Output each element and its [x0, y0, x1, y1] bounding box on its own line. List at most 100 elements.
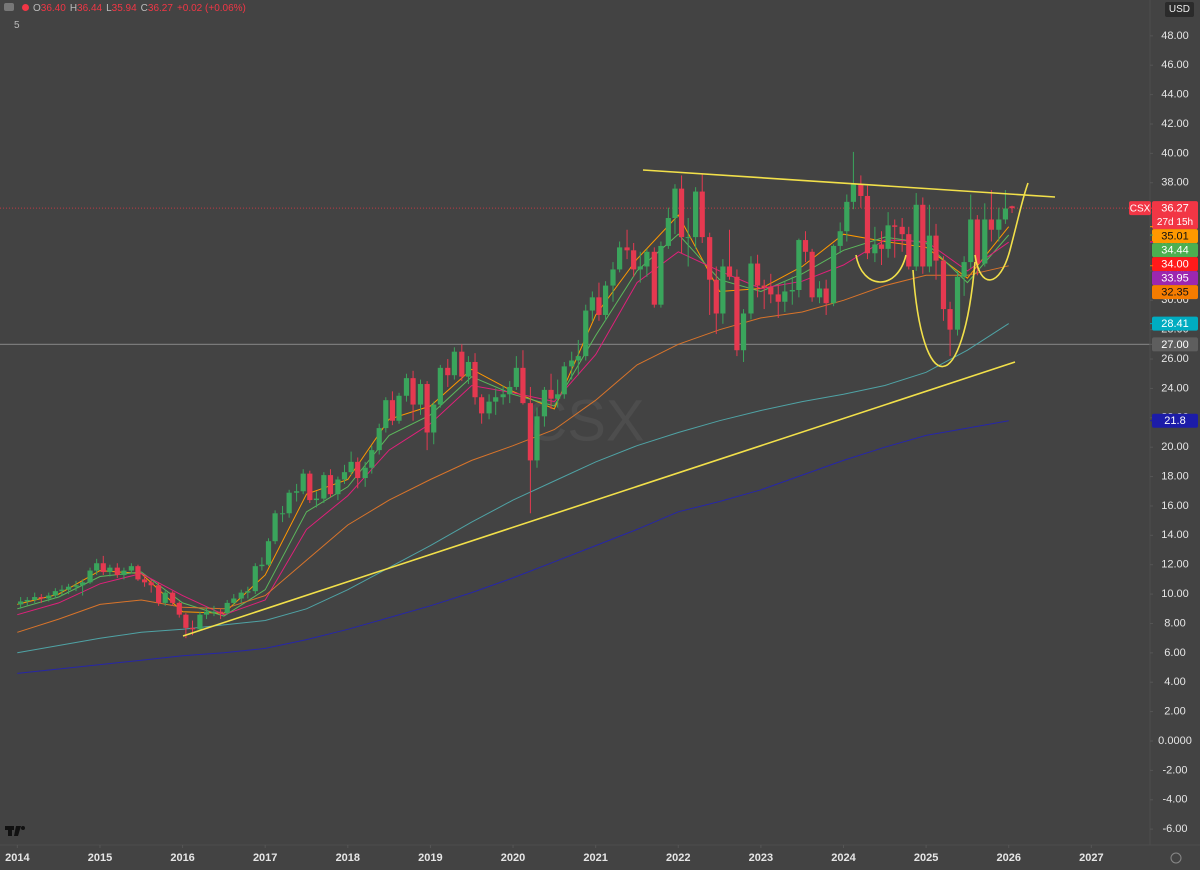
candle-body: [913, 204, 919, 267]
candle: [52, 588, 58, 599]
price-badge: [1152, 271, 1198, 286]
candle: [872, 226, 878, 263]
candle: [658, 241, 664, 308]
interval: 5: [14, 20, 20, 31]
candle-body: [313, 498, 320, 501]
candle-body: [445, 367, 451, 376]
price-badge-label: 21.8: [1164, 415, 1185, 427]
price-badge-label: 33.95: [1161, 273, 1189, 285]
candle-body: [38, 597, 44, 599]
candle: [437, 364, 443, 408]
candle-body: [892, 225, 898, 227]
candle-body: [658, 245, 664, 305]
candle: [734, 269, 740, 357]
candle-body: [878, 244, 885, 249]
drawings: [182, 169, 1056, 637]
price-badge-label: 28.41: [1161, 318, 1189, 330]
candle: [417, 379, 424, 415]
x-tick-label: 2022: [666, 852, 690, 864]
x-tick-label: 2018: [336, 852, 360, 864]
candle-body: [211, 611, 217, 613]
y-tick-label: 44.00: [1161, 89, 1189, 101]
candle-body: [520, 367, 526, 404]
candle-body: [699, 191, 705, 238]
legend-change: +0.02 (+0.06%): [176, 3, 246, 14]
candle: [693, 187, 699, 249]
settings-icon[interactable]: [1170, 852, 1182, 864]
candle-body: [872, 244, 878, 254]
candle-body: [376, 428, 382, 451]
candle: [685, 218, 691, 267]
candle-body: [988, 219, 994, 230]
candle: [479, 394, 485, 424]
candle: [899, 218, 905, 252]
candle-body: [94, 563, 100, 571]
legend-key: O: [33, 3, 41, 14]
y-tick-label: 20.00: [1161, 441, 1189, 453]
price-badge-label: 34.00: [1161, 259, 1189, 271]
candle: [231, 594, 237, 606]
candle: [548, 373, 554, 409]
y-tick-label: 38.00: [1161, 177, 1189, 189]
candle-body: [87, 570, 93, 583]
price-badge: [1152, 337, 1198, 352]
candle: [775, 284, 781, 318]
candle: [789, 276, 795, 305]
candle-body: [203, 611, 210, 615]
candle-body: [148, 582, 154, 586]
candle-body: [396, 395, 402, 421]
candle: [610, 262, 616, 302]
candle-body: [141, 579, 148, 583]
x-tick-label: 2026: [996, 852, 1020, 864]
y-tick-label: -6.00: [1162, 823, 1187, 835]
candle: [823, 279, 829, 315]
y-tick-label: 16.00: [1161, 500, 1189, 512]
x-tick-label: 2017: [253, 852, 277, 864]
symbol-label: CSX: [1130, 203, 1151, 214]
candle: [203, 607, 210, 620]
candle-body: [631, 250, 637, 270]
candle: [527, 386, 533, 514]
candle-body: [974, 219, 980, 264]
candle: [327, 469, 334, 498]
candle-body: [617, 247, 623, 270]
candle: [665, 207, 671, 249]
y-tick-label: 4.00: [1164, 676, 1185, 688]
candle-body: [644, 251, 650, 267]
candle: [121, 567, 127, 580]
candle: [589, 291, 595, 321]
candle: [940, 256, 947, 321]
candle: [87, 567, 93, 584]
candle-body: [417, 384, 424, 405]
candle: [486, 394, 492, 420]
candle: [472, 353, 478, 405]
candle-body: [596, 297, 602, 315]
y-tick-label: 42.00: [1161, 118, 1189, 130]
candle: [878, 231, 885, 266]
price-badge: [1152, 201, 1198, 230]
candle-body: [858, 184, 864, 196]
y-tick-label: 46.00: [1161, 59, 1189, 71]
currency[interactable]: USD: [1164, 2, 1194, 17]
candle-body: [569, 360, 575, 367]
candle-body: [128, 566, 134, 571]
grid: [0, 207, 1150, 345]
candle: [307, 470, 313, 504]
candle: [651, 247, 657, 308]
axes: -6.00 -4.00 -2.00 0.0000 2.00 4.00 6.00 8.00 10.…: [5, 30, 1198, 864]
candle: [238, 589, 244, 603]
candle-body: [231, 598, 237, 603]
candle-body: [850, 184, 857, 202]
candle: [1009, 205, 1015, 214]
y-tick-label: 40.00: [1161, 147, 1189, 159]
moving-average: [17, 233, 1010, 617]
candle-body: [768, 287, 774, 295]
candle-body: [279, 513, 286, 515]
candle: [624, 229, 630, 260]
icon: [4, 3, 14, 11]
y-tick-label: 48.00: [1161, 30, 1189, 42]
candle-body: [947, 309, 953, 330]
candle-body: [459, 351, 465, 377]
candle: [313, 491, 320, 508]
